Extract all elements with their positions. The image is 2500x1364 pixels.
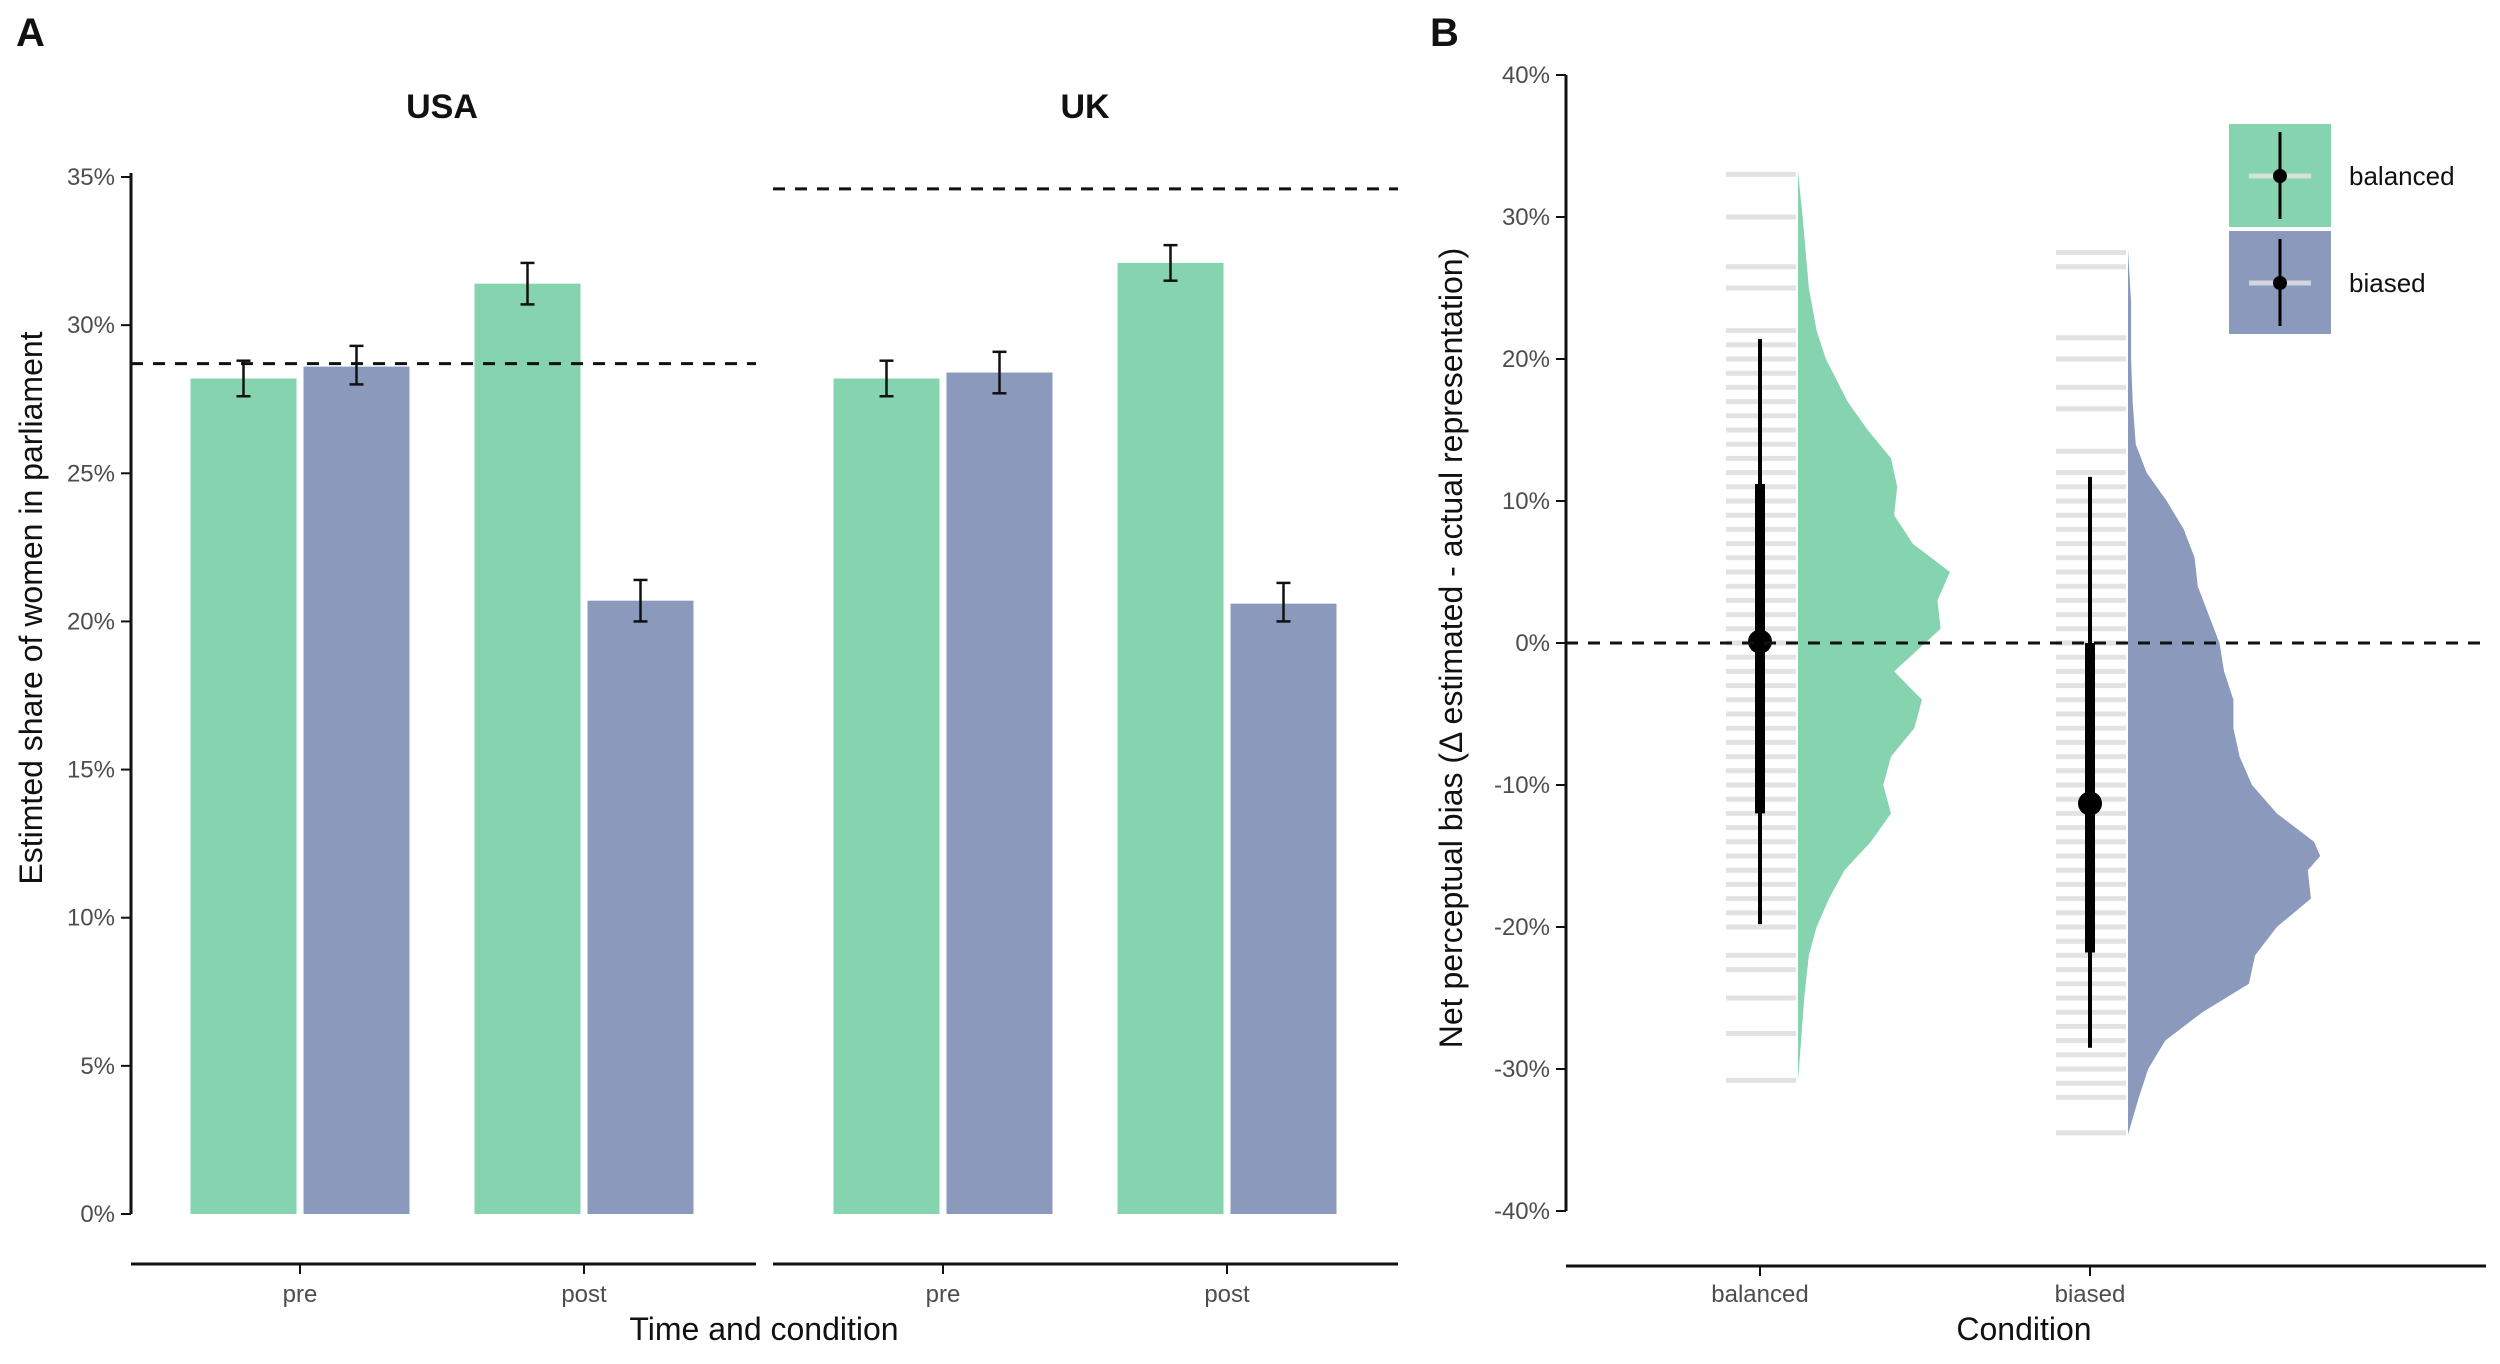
panel-a-y-tick-label: 5% [80,1053,115,1080]
panel-b-raincloud-chart: -40%-30%-20%-10%0%10%20%30%40% balanced b… [1433,62,2486,1347]
legend-label-biased: biased [2349,268,2426,298]
legend-label-balanced: balanced [2349,161,2455,191]
panel-b-y-tick-label: 0% [1515,630,1550,657]
panel-a-x-tick-label: post [561,1281,607,1308]
panel-a-x-axis: pre post pre post [131,1262,1398,1308]
panel-b-y-tick-label: -20% [1494,914,1550,941]
panel-b-y-tick-label: -10% [1494,772,1550,799]
panel-a-y-axis: 0% 5% 10% 15% 20% 25% 30% 35% [67,164,133,1228]
panel-a-y-tick-label: 25% [67,460,115,487]
panel-a-bars [131,187,1398,1215]
bar-uk-pre-balanced [833,378,940,1215]
legend-key-point [2273,169,2287,183]
panel-a-x-tick-label: pre [926,1281,961,1308]
panel-a-y-tick-label: 30% [67,312,115,339]
panel-b-y-tick-label: 40% [1502,62,1550,89]
bar-uk-pre-biased [946,372,1053,1214]
panel-b-y-tick-label: -30% [1494,1056,1550,1083]
density-balanced [1798,171,1950,1081]
median-point-balanced [1748,629,1772,654]
panel-a-y-axis-title: Estimted share of women in parliament [13,331,49,884]
panel-b-x-tick-label: balanced [1711,1281,1808,1308]
panel-b-x-axis: balanced biased [1566,1264,2486,1308]
bar-uk-post-biased [1230,603,1337,1214]
facet-label-usa: USA [406,88,478,126]
panel-a-x-axis-title: Time and condition [629,1311,898,1347]
panel-b-y-axis: -40% -30% -20% -10% 0% 10% 20% 30% 40% [1494,62,1568,1225]
density-biased [2128,249,2321,1135]
panel-a-y-tick-label: 15% [67,757,115,784]
panel-b-legend: balanced biased [2229,124,2455,334]
panel-a-y-tick-label: 10% [67,905,115,932]
bar-usa-post-biased [587,600,694,1214]
median-point-biased [2078,791,2102,816]
panel-a-x-tick-label: post [1204,1281,1250,1308]
legend-key-point [2273,276,2287,290]
panel-b-x-axis-title: Condition [1956,1311,2091,1347]
panel-b-y-tick-label: 20% [1502,346,1550,373]
panel-b-y-tick-label: -40% [1494,1198,1550,1225]
panel-a-letter: A [16,11,45,55]
panel-b-y-tick-label: 10% [1502,488,1550,515]
bar-usa-post-balanced [474,283,581,1215]
panel-b-clouds [1566,171,2486,1136]
bar-uk-post-balanced [1117,262,1224,1214]
panel-b-letter: B [1430,11,1459,55]
panel-a-y-tick-label: 0% [80,1201,115,1228]
facet-label-uk: UK [1060,88,1110,126]
panel-b-x-tick-label: biased [2055,1281,2126,1308]
panel-a-y-tick-label: 35% [67,164,115,191]
panel-b-y-axis-title: Net perceptual bias (Δ estimated - actua… [1433,248,1469,1048]
panel-a-x-tick-label: pre [283,1281,318,1308]
bar-usa-pre-biased [303,366,410,1214]
bar-usa-pre-balanced [190,378,297,1215]
panel-a-y-tick-label: 20% [67,608,115,635]
panel-b-y-tick-label: 30% [1502,204,1550,231]
panel-a-bar-chart: USA UK 0%5%10%15%20%25%30%35% pre post pre… [13,88,1398,1347]
